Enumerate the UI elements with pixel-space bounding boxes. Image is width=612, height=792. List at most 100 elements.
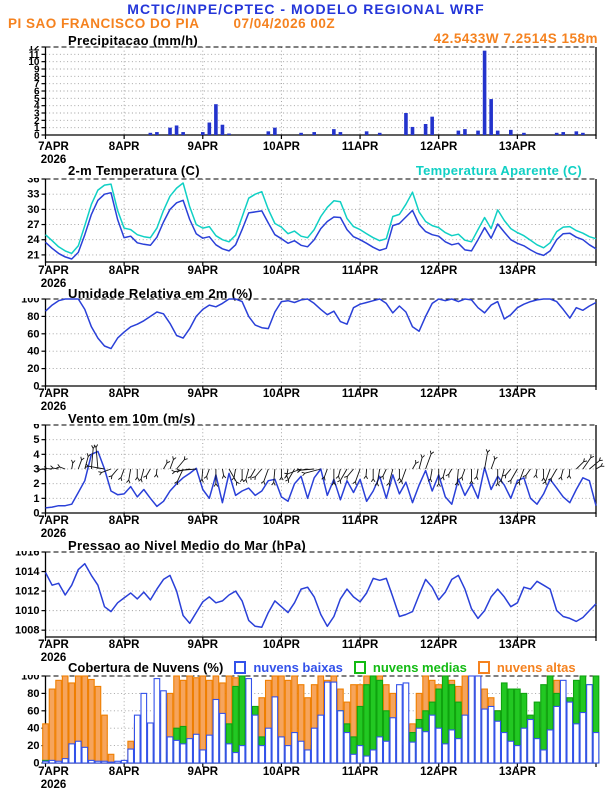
- panel-title-precipitation: Precipitacao (mm/h): [68, 33, 198, 48]
- svg-text:7APR: 7APR: [38, 388, 69, 400]
- svg-text:9APR: 9APR: [187, 141, 218, 153]
- svg-text:10: 10: [28, 57, 40, 68]
- svg-text:24: 24: [27, 234, 40, 246]
- wind-arrows: [37, 444, 605, 487]
- svg-text:40: 40: [27, 723, 39, 735]
- station-line: PI SAO FRANCISCO DO PIA 07/04/2026 00Z: [8, 16, 335, 31]
- svg-text:13APR: 13APR: [499, 141, 537, 153]
- svg-text:8APR: 8APR: [109, 639, 140, 651]
- svg-text:11: 11: [29, 50, 40, 61]
- svg-text:20: 20: [27, 363, 39, 375]
- svg-text:10APR: 10APR: [263, 388, 301, 400]
- svg-text:12APR: 12APR: [420, 141, 458, 153]
- svg-text:10APR: 10APR: [263, 265, 301, 277]
- svg-text:12: 12: [28, 46, 40, 54]
- svg-text:11APR: 11APR: [342, 265, 379, 277]
- svg-text:6: 6: [34, 87, 40, 98]
- svg-text:2: 2: [34, 116, 40, 127]
- svg-text:11APR: 11APR: [342, 515, 379, 527]
- legend-label-low-clouds: nuvens baixas: [253, 660, 343, 675]
- svg-text:7APR: 7APR: [38, 766, 69, 778]
- svg-text:8APR: 8APR: [109, 515, 140, 527]
- svg-text:100: 100: [21, 675, 39, 683]
- svg-text:12APR: 12APR: [420, 766, 458, 778]
- wind-speed-line: [45, 450, 597, 509]
- svg-text:33: 33: [27, 189, 39, 201]
- svg-text:10APR: 10APR: [263, 639, 301, 651]
- svg-text:36: 36: [27, 178, 39, 186]
- svg-text:2026: 2026: [41, 528, 67, 540]
- svg-text:4: 4: [33, 449, 40, 461]
- svg-text:80: 80: [27, 311, 39, 323]
- svg-text:2026: 2026: [41, 401, 67, 413]
- svg-text:8APR: 8APR: [109, 766, 140, 778]
- svg-text:13APR: 13APR: [499, 388, 537, 400]
- legend-swatch-high-clouds: [477, 661, 490, 674]
- station-name: PI SAO FRANCISCO DO PIA: [8, 16, 200, 31]
- svg-text:0: 0: [33, 508, 39, 520]
- legend-swatch-low-clouds: [234, 661, 247, 674]
- series-line: [44, 562, 597, 628]
- svg-text:7APR: 7APR: [38, 639, 69, 651]
- series-line: [44, 191, 597, 260]
- svg-text:11APR: 11APR: [342, 141, 379, 153]
- svg-text:8APR: 8APR: [109, 388, 140, 400]
- svg-text:1016: 1016: [15, 551, 39, 559]
- svg-text:2026: 2026: [41, 652, 67, 664]
- svg-text:1: 1: [34, 123, 40, 134]
- svg-text:1010: 1010: [15, 605, 39, 617]
- page-title: MCTIC/INPE/CPTEC - MODELO REGIONAL WRF: [127, 1, 485, 17]
- panel-title-pressure: Pressao ao Nivel Medio do Mar (hPa): [68, 538, 307, 553]
- svg-text:10APR: 10APR: [263, 766, 301, 778]
- series-line: [44, 298, 597, 350]
- svg-text:12APR: 12APR: [420, 265, 458, 277]
- svg-text:11APR: 11APR: [342, 639, 379, 651]
- svg-text:11APR: 11APR: [342, 766, 379, 778]
- humidity-chart: 0 20 40 60 80 100 7APR 8APR 9APR 10APR 11APR 12APR 1…: [21, 298, 597, 413]
- panel-title-clouds-row: Cobertura de Nuvens (%) nuvens baixas nu…: [68, 660, 576, 675]
- legend-label-high-clouds: nuvens altas: [496, 660, 576, 675]
- svg-text:21: 21: [27, 249, 39, 261]
- wind-chart: 0 1 2 3 4 5 6 7APR 8APR 9APR 10APR 11APR 12APR 13APR 2…: [33, 424, 605, 540]
- legend-swatch-mid-clouds: [353, 661, 366, 674]
- svg-text:8: 8: [34, 72, 40, 83]
- svg-text:30: 30: [27, 204, 39, 216]
- svg-text:9APR: 9APR: [187, 388, 218, 400]
- svg-text:10APR: 10APR: [263, 141, 301, 153]
- svg-text:80: 80: [27, 688, 39, 700]
- model-run-datetime: 07/04/2026 00Z: [233, 16, 336, 31]
- series-line: [44, 182, 597, 255]
- svg-text:13APR: 13APR: [499, 515, 537, 527]
- svg-text:1008: 1008: [15, 625, 39, 637]
- panel-title-wind: Vento em 10m (m/s): [68, 411, 196, 426]
- svg-text:10APR: 10APR: [263, 515, 301, 527]
- legend-label-mid-clouds: nuvens medias: [372, 660, 467, 675]
- svg-text:40: 40: [27, 346, 39, 358]
- svg-text:7APR: 7APR: [38, 515, 69, 527]
- svg-text:12APR: 12APR: [420, 639, 458, 651]
- pressure-chart: 1008 1010 1012 1014 1016 7APR 8APR 9APR 10APR 11A…: [15, 551, 597, 664]
- svg-text:12APR: 12APR: [420, 388, 458, 400]
- panel-title-humidity: Umidade Relativa em 2m (%): [68, 286, 253, 301]
- svg-text:1012: 1012: [15, 586, 39, 598]
- svg-text:3: 3: [33, 464, 39, 476]
- svg-text:1014: 1014: [15, 566, 40, 578]
- svg-text:3: 3: [34, 109, 40, 120]
- panel-title-clouds: Cobertura de Nuvens (%): [68, 660, 224, 675]
- svg-text:2026: 2026: [41, 154, 67, 166]
- svg-text:8APR: 8APR: [109, 141, 140, 153]
- svg-text:9: 9: [34, 65, 40, 76]
- svg-text:100: 100: [21, 298, 39, 306]
- legend-apparent-temperature: Temperatura Aparente (C): [415, 163, 582, 178]
- precip-bars: [148, 50, 585, 135]
- station-coordinates: 42.5433W 7.2514S 158m: [433, 31, 598, 46]
- svg-text:8APR: 8APR: [109, 265, 140, 277]
- svg-text:0: 0: [34, 131, 40, 142]
- svg-text:2026: 2026: [41, 278, 67, 290]
- svg-text:7APR: 7APR: [38, 141, 69, 153]
- svg-text:9APR: 9APR: [187, 639, 218, 651]
- svg-text:6: 6: [33, 424, 39, 432]
- panel-title-temperature: 2-m Temperatura (C): [68, 163, 200, 178]
- svg-text:0: 0: [33, 381, 39, 393]
